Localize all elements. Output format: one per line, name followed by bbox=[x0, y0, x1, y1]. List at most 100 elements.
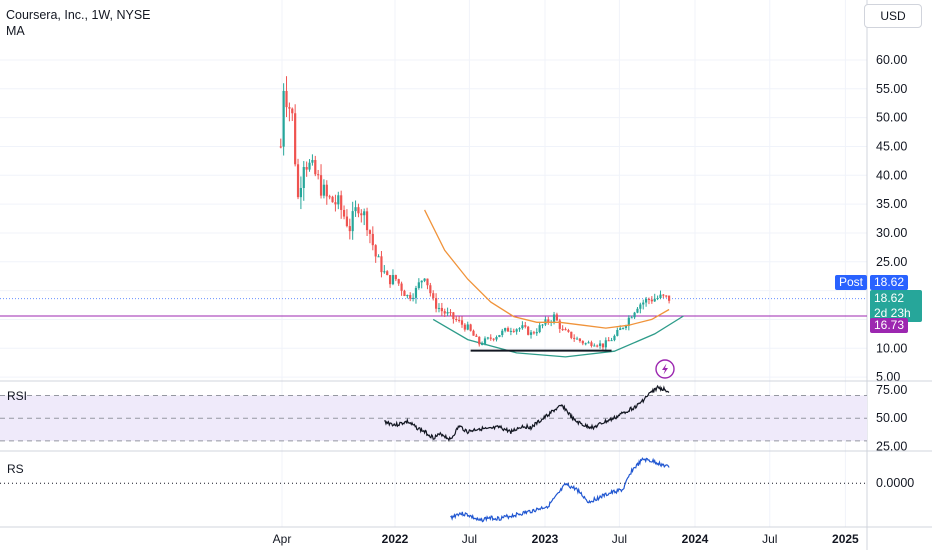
y-tick-label: 30.00 bbox=[876, 226, 907, 240]
candle-body bbox=[302, 167, 305, 189]
candle-body bbox=[573, 337, 576, 339]
rounding-bottom-arc bbox=[432, 315, 684, 358]
candle-body bbox=[541, 324, 544, 326]
candle bbox=[518, 327, 521, 332]
candle-body bbox=[437, 307, 441, 309]
candle bbox=[414, 285, 418, 304]
candle-body bbox=[282, 90, 285, 147]
candle-body bbox=[598, 343, 602, 346]
candle-body bbox=[331, 196, 334, 203]
candle bbox=[564, 327, 567, 331]
y-tick-label: 40.00 bbox=[876, 168, 907, 182]
indicator-ma-label[interactable]: MA bbox=[6, 24, 25, 38]
candle-body bbox=[504, 328, 507, 331]
candle bbox=[325, 180, 328, 205]
candle bbox=[587, 340, 590, 344]
candle bbox=[360, 209, 363, 223]
alert-icon-bolt bbox=[662, 363, 668, 375]
candle-body bbox=[601, 343, 605, 348]
candle-body bbox=[360, 213, 363, 216]
candle-body bbox=[558, 320, 561, 329]
candle-body bbox=[653, 298, 656, 302]
candle-body bbox=[659, 294, 662, 299]
candle-body bbox=[647, 298, 651, 300]
candle-body bbox=[636, 308, 639, 313]
candle bbox=[400, 281, 403, 296]
candle bbox=[630, 315, 633, 319]
last-price-value: 18.62 bbox=[874, 291, 905, 305]
candle bbox=[417, 278, 420, 290]
alert-lightning-icon[interactable] bbox=[655, 359, 675, 379]
candle bbox=[406, 294, 409, 299]
candle-body bbox=[621, 327, 625, 329]
candle bbox=[598, 340, 602, 349]
candle bbox=[380, 251, 383, 278]
candle-body bbox=[633, 312, 636, 318]
candle bbox=[621, 327, 625, 330]
candle bbox=[506, 326, 510, 332]
candle bbox=[334, 194, 337, 212]
candle-body bbox=[296, 164, 300, 198]
last-price-badge: 18.62 2d 23h bbox=[870, 290, 922, 322]
candle bbox=[345, 209, 349, 228]
candle bbox=[501, 328, 504, 338]
candle bbox=[639, 302, 642, 314]
candle bbox=[322, 179, 326, 199]
candle-body bbox=[305, 167, 308, 170]
candle bbox=[397, 278, 400, 286]
candle-body bbox=[420, 280, 423, 283]
candle-body bbox=[417, 282, 420, 288]
candle-body bbox=[458, 319, 461, 321]
candle bbox=[573, 334, 576, 342]
candle bbox=[317, 169, 320, 180]
x-tick-label: 2024 bbox=[682, 532, 709, 546]
rsi-tick-label: 50.00 bbox=[876, 411, 907, 425]
candle bbox=[429, 282, 432, 297]
candle-body bbox=[501, 330, 504, 336]
candle bbox=[319, 164, 323, 199]
candle-body bbox=[394, 275, 397, 280]
y-tick-label: 25.00 bbox=[876, 255, 907, 269]
candle-body bbox=[624, 325, 628, 328]
candle bbox=[311, 154, 314, 166]
candle-body bbox=[529, 332, 533, 335]
y-tick-label: 10.00 bbox=[876, 341, 907, 355]
candle bbox=[475, 333, 478, 337]
candle-body bbox=[285, 90, 288, 108]
candle bbox=[596, 344, 599, 348]
candle-body bbox=[337, 195, 340, 205]
candle bbox=[294, 104, 297, 167]
candle bbox=[443, 308, 446, 318]
candle-body bbox=[348, 226, 351, 232]
candle bbox=[435, 293, 438, 313]
candle bbox=[432, 290, 435, 301]
candle bbox=[610, 337, 613, 342]
candle bbox=[656, 295, 659, 301]
candle bbox=[581, 340, 584, 346]
candle bbox=[650, 296, 653, 304]
candle bbox=[541, 323, 544, 329]
currency-button[interactable]: USD bbox=[864, 4, 922, 28]
candle-body bbox=[552, 314, 556, 322]
rsi-pane-label[interactable]: RSI bbox=[7, 389, 28, 403]
post-label-badge: Post bbox=[835, 275, 868, 290]
candle-body bbox=[440, 307, 443, 312]
x-tick-label: Apr bbox=[273, 532, 292, 546]
candle-body bbox=[627, 317, 630, 326]
candle-body bbox=[328, 196, 331, 198]
candle-body bbox=[593, 345, 596, 347]
candle-body bbox=[498, 335, 501, 337]
candle-body bbox=[555, 314, 559, 321]
candle-body bbox=[460, 320, 464, 325]
candle bbox=[521, 321, 524, 330]
candle-body bbox=[509, 330, 512, 332]
candle bbox=[524, 321, 527, 329]
candle bbox=[647, 297, 651, 305]
candle bbox=[567, 328, 570, 333]
rs-pane-label[interactable]: RS bbox=[7, 462, 24, 476]
candle bbox=[403, 289, 406, 297]
candle-body bbox=[380, 256, 383, 273]
candle-body bbox=[644, 298, 648, 303]
candle bbox=[449, 309, 452, 317]
